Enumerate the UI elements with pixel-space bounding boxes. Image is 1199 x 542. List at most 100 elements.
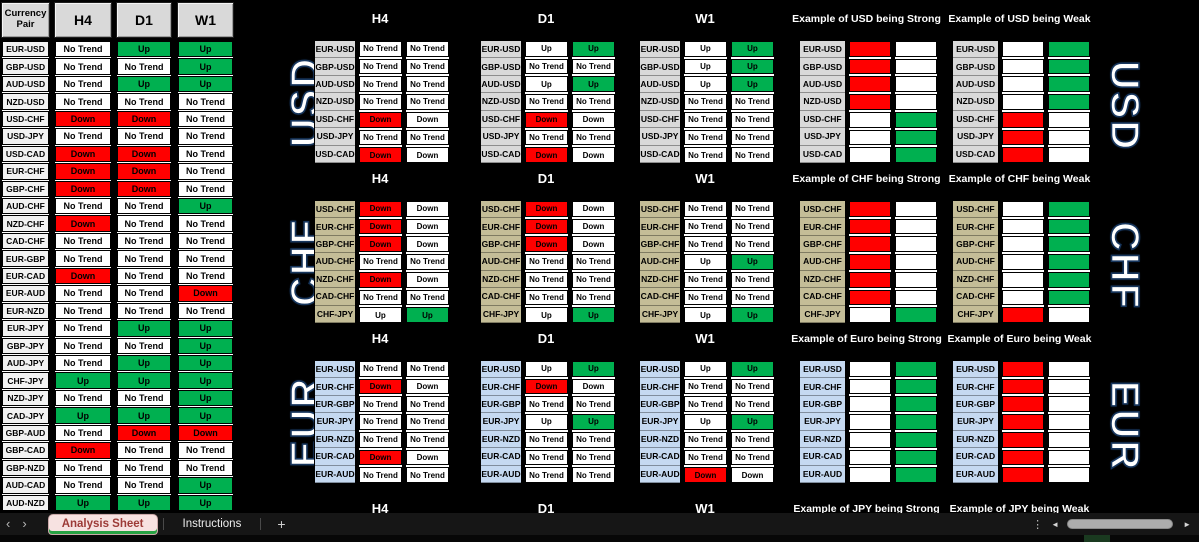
trend-cell[interactable]: Up bbox=[572, 307, 615, 323]
trend-cell[interactable]: Down bbox=[359, 111, 402, 128]
example-cell[interactable] bbox=[1048, 41, 1090, 57]
example-cell[interactable] bbox=[895, 396, 937, 413]
trend-cell[interactable]: No Trend bbox=[572, 289, 615, 306]
trend-cell[interactable]: Down bbox=[525, 236, 568, 253]
trend-cell[interactable]: No Trend bbox=[572, 271, 615, 288]
trend-cell[interactable]: Down bbox=[117, 180, 171, 197]
trend-cell[interactable]: No Trend bbox=[406, 94, 449, 110]
example-cell[interactable] bbox=[895, 58, 937, 75]
trend-cell[interactable]: Down bbox=[525, 201, 568, 217]
trend-cell[interactable]: No Trend bbox=[55, 459, 111, 477]
trend-cell[interactable]: Down bbox=[572, 147, 615, 163]
scrollbar-thumb[interactable] bbox=[1067, 519, 1174, 529]
example-cell[interactable] bbox=[1048, 147, 1090, 163]
trend-cell[interactable]: No Trend bbox=[525, 129, 568, 146]
example-cell[interactable] bbox=[849, 431, 891, 448]
trend-cell[interactable]: No Trend bbox=[406, 467, 449, 483]
trend-cell[interactable]: Up bbox=[731, 76, 774, 93]
example-cell[interactable] bbox=[1048, 396, 1090, 413]
more-dots-icon[interactable]: ⋮ bbox=[1032, 518, 1044, 531]
trend-cell[interactable]: No Trend bbox=[684, 236, 727, 253]
trend-cell[interactable]: Down bbox=[55, 180, 111, 197]
trend-cell[interactable]: No Trend bbox=[572, 94, 615, 110]
trend-cell[interactable]: Up bbox=[55, 372, 111, 389]
trend-cell[interactable]: No Trend bbox=[406, 361, 449, 377]
trend-cell[interactable]: Down bbox=[406, 271, 449, 288]
example-cell[interactable] bbox=[849, 414, 891, 430]
sheet-nav-left-icon[interactable]: ‹ bbox=[6, 516, 11, 531]
trend-cell[interactable]: Down bbox=[572, 218, 615, 235]
trend-cell[interactable]: Down bbox=[406, 111, 449, 128]
trend-cell[interactable]: No Trend bbox=[684, 431, 727, 448]
trend-cell[interactable]: No Trend bbox=[359, 431, 402, 448]
trend-cell[interactable]: No Trend bbox=[178, 442, 233, 459]
trend-cell[interactable]: Down bbox=[359, 378, 402, 395]
example-cell[interactable] bbox=[849, 58, 891, 75]
scroll-left-icon[interactable]: ◄ bbox=[1051, 519, 1060, 529]
trend-cell[interactable]: No Trend bbox=[359, 254, 402, 270]
trend-cell[interactable]: Up bbox=[572, 76, 615, 93]
example-cell[interactable] bbox=[1002, 236, 1044, 253]
example-cell[interactable] bbox=[849, 76, 891, 93]
trend-cell[interactable]: No Trend bbox=[359, 396, 402, 413]
example-cell[interactable] bbox=[895, 289, 937, 306]
trend-cell[interactable]: No Trend bbox=[359, 58, 402, 75]
trend-cell[interactable]: Up bbox=[684, 254, 727, 270]
example-cell[interactable] bbox=[1002, 431, 1044, 448]
example-cell[interactable] bbox=[1048, 254, 1090, 270]
example-cell[interactable] bbox=[1048, 431, 1090, 448]
scroll-right-icon[interactable]: ► bbox=[1183, 519, 1191, 529]
trend-cell[interactable]: Down bbox=[55, 267, 111, 285]
trend-cell[interactable]: No Trend bbox=[684, 396, 727, 413]
add-sheet-button[interactable]: + bbox=[277, 516, 286, 532]
trend-cell[interactable]: No Trend bbox=[525, 271, 568, 288]
trend-cell[interactable]: No Trend bbox=[731, 271, 774, 288]
example-cell[interactable] bbox=[1002, 76, 1044, 93]
trend-cell[interactable]: No Trend bbox=[359, 289, 402, 306]
trend-cell[interactable]: No Trend bbox=[406, 254, 449, 270]
example-cell[interactable] bbox=[1048, 236, 1090, 253]
trend-cell[interactable]: Down bbox=[55, 442, 111, 459]
example-cell[interactable] bbox=[1048, 467, 1090, 483]
example-cell[interactable] bbox=[1048, 378, 1090, 395]
trend-cell[interactable]: No Trend bbox=[406, 431, 449, 448]
example-cell[interactable] bbox=[849, 129, 891, 146]
trend-cell[interactable]: No Trend bbox=[117, 337, 171, 354]
example-cell[interactable] bbox=[849, 378, 891, 395]
example-cell[interactable] bbox=[895, 271, 937, 288]
example-cell[interactable] bbox=[1048, 58, 1090, 75]
trend-cell[interactable]: No Trend bbox=[117, 477, 171, 494]
trend-cell[interactable]: Up bbox=[117, 407, 171, 424]
trend-cell[interactable]: No Trend bbox=[178, 302, 233, 320]
trend-cell[interactable]: No Trend bbox=[731, 431, 774, 448]
trend-cell[interactable]: No Trend bbox=[731, 236, 774, 253]
trend-cell[interactable]: Down bbox=[525, 378, 568, 395]
trend-cell[interactable]: Up bbox=[178, 41, 233, 58]
trend-cell[interactable]: Down bbox=[359, 236, 402, 253]
example-cell[interactable] bbox=[895, 378, 937, 395]
trend-cell[interactable]: No Trend bbox=[572, 254, 615, 270]
trend-cell[interactable]: Up bbox=[117, 320, 171, 337]
trend-cell[interactable]: No Trend bbox=[55, 389, 111, 407]
trend-cell[interactable]: No Trend bbox=[55, 75, 111, 93]
trend-cell[interactable]: No Trend bbox=[178, 145, 233, 163]
trend-cell[interactable]: Up bbox=[731, 41, 774, 57]
example-cell[interactable] bbox=[1048, 94, 1090, 110]
trend-cell[interactable]: No Trend bbox=[684, 218, 727, 235]
example-cell[interactable] bbox=[849, 254, 891, 270]
example-cell[interactable] bbox=[1048, 76, 1090, 93]
example-cell[interactable] bbox=[1002, 41, 1044, 57]
example-cell[interactable] bbox=[1048, 289, 1090, 306]
trend-cell[interactable]: No Trend bbox=[684, 378, 727, 395]
sheet-nav-right-icon[interactable]: › bbox=[22, 516, 27, 531]
example-cell[interactable] bbox=[895, 41, 937, 57]
trend-cell[interactable]: Up bbox=[525, 307, 568, 323]
example-cell[interactable] bbox=[1002, 396, 1044, 413]
trend-cell[interactable]: Up bbox=[731, 361, 774, 377]
trend-cell[interactable]: No Trend bbox=[406, 414, 449, 430]
trend-cell[interactable]: No Trend bbox=[684, 129, 727, 146]
example-cell[interactable] bbox=[1002, 361, 1044, 377]
trend-cell[interactable]: No Trend bbox=[359, 41, 402, 57]
trend-cell[interactable]: Down bbox=[525, 147, 568, 163]
example-cell[interactable] bbox=[849, 94, 891, 110]
